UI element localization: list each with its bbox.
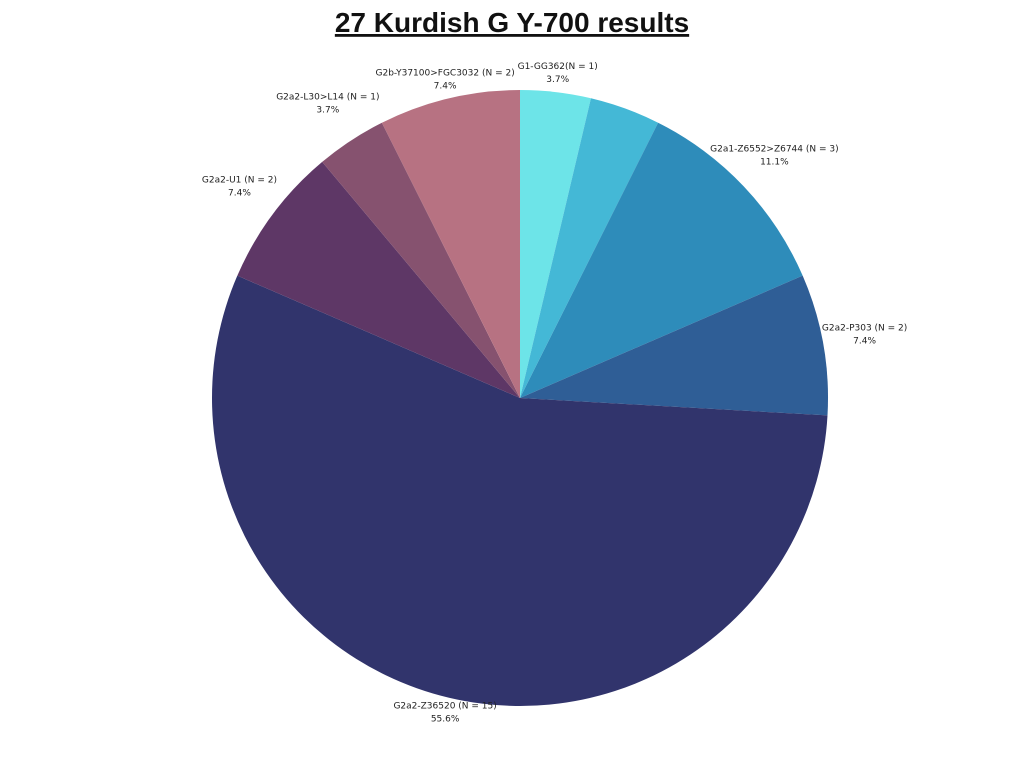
pie-slice (322, 122, 520, 398)
slice-label: G2a2-L30>L14 (N = 1) (276, 92, 379, 102)
pie-slice (520, 275, 828, 416)
slice-value-label: 7.4% (228, 189, 251, 199)
pie-slice (520, 90, 591, 398)
pie-slice (237, 161, 520, 398)
slice-value-label: 11.1% (760, 158, 789, 168)
slice-value-label: 55.6% (431, 714, 460, 724)
pie-slice (520, 98, 659, 399)
slice-label: G2b-Y37100>FGC3032 (N = 2) (376, 69, 515, 79)
slice-label: G2a2-U1 (N = 2) (202, 176, 277, 186)
slice-value-label: 7.4% (434, 82, 457, 92)
slice-value-label: 3.7% (546, 75, 569, 85)
slice-label: G1-GG362(N = 1) (518, 62, 598, 72)
slice-label: G2a2-Z36520 (N = 15) (393, 701, 496, 711)
slice-value-label: 3.7% (316, 105, 339, 115)
chart-title: 27 Kurdish G Y-700 results (335, 7, 689, 38)
pie-slice (381, 90, 520, 398)
pie-slice (211, 275, 828, 706)
pie-slice (520, 122, 803, 398)
slice-label: G2a1-Z6552>Z6744 (N = 3) (710, 145, 838, 155)
slice-value-label: 7.4% (853, 337, 876, 347)
slice-label: G2a2-P303 (N = 2) (822, 324, 907, 334)
